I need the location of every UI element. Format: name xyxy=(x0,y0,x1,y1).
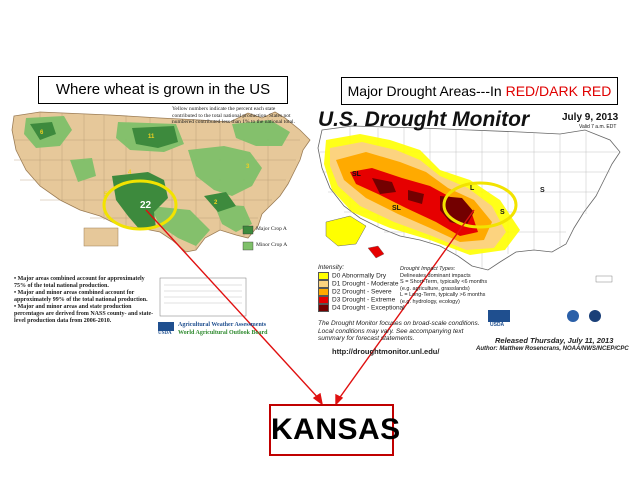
d3-swatch xyxy=(318,296,329,304)
svg-text:L: L xyxy=(470,185,475,192)
highlight-circle-right xyxy=(442,181,518,229)
bullet-3: • Major and minor areas and state produc… xyxy=(14,304,154,324)
puerto-rico-inset xyxy=(595,275,613,283)
kansas-percent-label: 22 xyxy=(140,200,152,211)
highlight-circle-left xyxy=(102,179,178,231)
arrow-from-drought-map xyxy=(337,209,475,401)
alaska-inset xyxy=(83,227,119,247)
wheat-map: 11 5 6 4 2 3 22 xyxy=(11,111,311,331)
legend-d2: D2 Drought - Severe xyxy=(318,288,405,296)
usda-logo-right xyxy=(488,310,510,322)
arrowhead-left xyxy=(312,392,324,406)
legend-d4: D4 Drought - Exceptional xyxy=(318,304,405,312)
alaska-inset-right xyxy=(325,215,367,247)
intensity-legend: Intensity: D0 Abnormally Dry D1 Drought … xyxy=(318,264,405,312)
svg-text:2: 2 xyxy=(214,200,218,206)
svg-text:4: 4 xyxy=(128,170,132,176)
bullet-2: • Major and minor areas combined account… xyxy=(14,290,148,303)
legend-minor-label: Minor Crop A xyxy=(256,242,288,248)
d2-swatch xyxy=(318,288,329,296)
bullet-1: • Major areas combined account for appro… xyxy=(14,276,145,289)
d1-swatch xyxy=(318,280,329,288)
d0-swatch xyxy=(318,272,329,280)
author-line: Author: Matthew Rosencrans, NOAA/NWS/NCE… xyxy=(476,346,629,352)
drought-monitor-title: U.S. Drought Monitor xyxy=(318,108,530,131)
svg-text:3: 3 xyxy=(246,164,250,170)
drought-note: The Drought Monitor focuses on broad-sca… xyxy=(318,320,480,342)
svg-text:11: 11 xyxy=(148,134,155,140)
usda-right-label: USDA xyxy=(490,322,505,328)
arrows xyxy=(145,209,475,406)
drought-monitor-date: July 9, 2013 xyxy=(562,112,619,123)
svg-text:S: S xyxy=(540,187,545,194)
drought-map-title: Major Drought Areas---In RED/DARK RED xyxy=(341,77,618,105)
hawaii-inset xyxy=(367,245,385,259)
impact-2: S = Short-Term, typically <6 months (e.g… xyxy=(400,279,488,292)
legend-major-swatch xyxy=(242,225,254,235)
arrowhead-right xyxy=(335,393,344,406)
legend-d3: D3 Drought - Extreme xyxy=(318,296,405,304)
impact-label: Drought Impact Types: xyxy=(400,266,456,272)
nws-logo xyxy=(589,310,601,322)
legend-major-label: Major Crop A xyxy=(256,226,287,232)
legend-d0: D0 Abnormally Dry xyxy=(318,272,405,280)
svg-text:SL: SL xyxy=(352,171,362,178)
impact-1: Delineates dominant impacts xyxy=(400,272,471,279)
svg-text:S: S xyxy=(500,209,505,216)
noaa-logo xyxy=(567,310,579,322)
usda-left-label: USDA xyxy=(158,331,172,336)
footer-line-1: Agricultural Weather Assessments xyxy=(178,322,267,328)
released-date: Released Thursday, July 11, 2013 xyxy=(495,336,614,345)
wheat-map-title: Where wheat is grown in the US xyxy=(38,76,288,104)
wheat-map-header-note: Yellow numbers indicate the percent each… xyxy=(172,106,295,125)
wheat-bullets: • Major areas combined account for appro… xyxy=(14,276,154,325)
d4-swatch xyxy=(318,304,329,312)
drought-url[interactable]: http://droughtmonitor.unl.edu/ xyxy=(332,347,440,356)
legend-minor-swatch xyxy=(242,241,254,251)
svg-text:6: 6 xyxy=(40,130,44,136)
svg-text:SL: SL xyxy=(392,205,402,212)
kansas-box: KANSAS xyxy=(269,404,400,456)
impact-legend: Drought Impact Types: Delineates dominan… xyxy=(400,266,490,305)
arrow-from-wheat-map xyxy=(145,209,321,401)
drought-monitor-valid: Valid 7 a.m. EDT xyxy=(579,124,617,130)
usda-logo-left xyxy=(158,322,174,331)
footer-line-2: World Agricultural Outlook Board xyxy=(178,330,268,336)
legend-d1: D1 Drought - Moderate xyxy=(318,280,405,288)
impact-3: L = Long-Term, typically >6 months (e.g.… xyxy=(400,292,486,305)
intensity-label: Intensity: xyxy=(318,264,345,271)
